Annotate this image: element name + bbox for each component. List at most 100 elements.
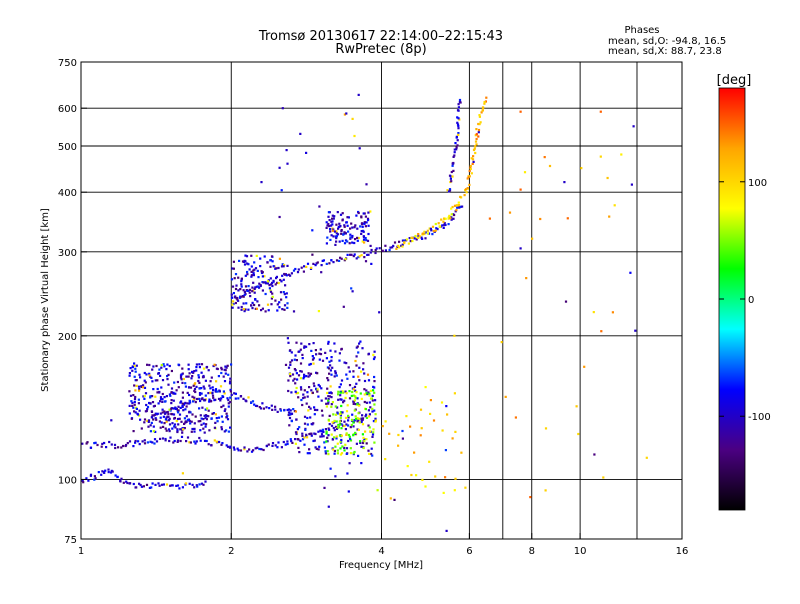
data-point: [233, 448, 236, 451]
data-point: [468, 169, 471, 173]
data-point: [82, 481, 85, 484]
data-point: [345, 392, 348, 395]
data-point: [250, 270, 253, 273]
data-point: [341, 239, 344, 242]
data-point: [330, 433, 333, 436]
data-point: [209, 400, 213, 403]
data-point: [164, 427, 167, 430]
data-point: [200, 392, 203, 395]
data-point: [341, 218, 344, 221]
data-point: [137, 389, 141, 392]
data-point: [449, 177, 452, 180]
data-point: [348, 435, 351, 438]
data-point: [333, 375, 336, 378]
data-point: [128, 482, 131, 485]
data-point: [349, 236, 352, 239]
data-point: [367, 449, 370, 452]
data-point: [336, 211, 339, 214]
data-point: [443, 217, 446, 220]
data-point: [243, 263, 247, 266]
data-point: [303, 436, 306, 439]
data-point: [340, 257, 343, 260]
data-point: [220, 368, 223, 371]
data-point: [275, 277, 278, 280]
data-point: [202, 483, 205, 486]
data-point: [286, 337, 289, 340]
data-point: [277, 282, 280, 285]
data-point: [214, 389, 217, 392]
data-point: [368, 394, 371, 397]
data-point: [280, 189, 283, 192]
data-point: [397, 244, 400, 247]
data-point: [204, 425, 207, 428]
data-point: [160, 386, 163, 389]
data-point: [331, 401, 334, 404]
data-point: [611, 311, 614, 314]
data-point: [351, 413, 354, 416]
data-point: [415, 238, 418, 241]
data-point: [421, 232, 424, 235]
data-point: [475, 143, 478, 146]
data-point: [199, 399, 202, 403]
data-point: [208, 429, 211, 432]
data-point: [147, 420, 150, 423]
data-point: [316, 372, 319, 375]
data-point: [470, 172, 473, 175]
data-point: [362, 368, 365, 371]
data-point: [193, 486, 196, 489]
data-point: [363, 251, 366, 254]
data-point: [365, 183, 368, 186]
data-point: [262, 281, 265, 284]
data-point: [275, 267, 278, 270]
data-point: [303, 415, 307, 418]
data-point: [338, 420, 341, 423]
data-point: [136, 413, 140, 416]
data-point: [261, 402, 264, 405]
data-point: [195, 385, 198, 388]
data-point: [419, 408, 423, 411]
data-point: [177, 423, 180, 426]
data-point: [479, 121, 482, 124]
data-point: [149, 440, 152, 443]
data-point: [195, 397, 199, 401]
data-point: [177, 409, 180, 412]
data-point: [149, 402, 152, 405]
data-point: [356, 239, 359, 242]
data-point: [247, 263, 250, 266]
data-point: [176, 439, 180, 442]
data-point: [320, 433, 324, 436]
data-point: [389, 497, 392, 500]
data-point: [235, 284, 238, 287]
data-point: [159, 412, 162, 415]
data-point: [361, 418, 364, 421]
data-point: [254, 447, 257, 450]
data-point: [191, 395, 194, 398]
data-point: [338, 386, 341, 389]
data-point: [370, 452, 373, 456]
data-point: [367, 253, 370, 256]
data-point: [360, 216, 363, 219]
data-point: [237, 289, 240, 292]
data-point: [93, 475, 96, 478]
data-point: [451, 437, 454, 440]
data-point: [278, 215, 281, 219]
data-point: [139, 483, 142, 487]
data-point: [333, 429, 336, 432]
data-point: [272, 265, 275, 268]
data-point: [327, 401, 330, 404]
data-point: [319, 353, 323, 356]
data-point: [240, 277, 243, 280]
data-point: [181, 396, 184, 399]
data-point: [224, 369, 227, 372]
data-point: [212, 389, 215, 392]
data-point: [294, 267, 297, 271]
data-point: [160, 483, 164, 486]
data-point: [266, 280, 270, 283]
data-point: [339, 213, 343, 216]
data-point: [358, 366, 361, 369]
data-point: [398, 246, 401, 249]
data-point: [250, 254, 253, 257]
x-axis-ticks: 1 2 4 6 8 10 16: [78, 533, 688, 557]
y-tick-label: 300: [58, 248, 77, 259]
data-point: [360, 230, 363, 233]
